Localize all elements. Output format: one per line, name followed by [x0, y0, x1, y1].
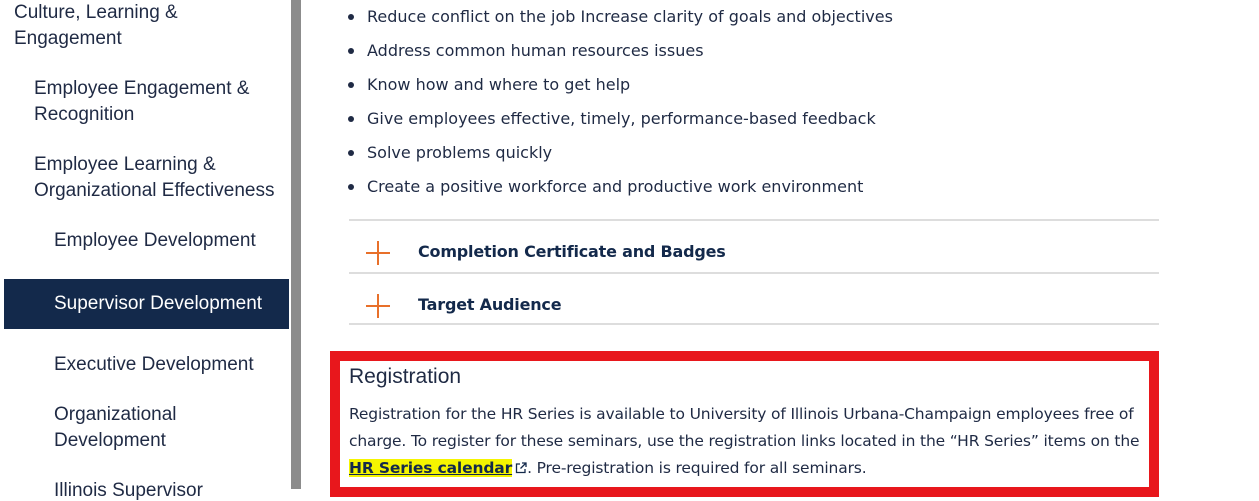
list-item: Solve problems quickly	[345, 136, 1165, 170]
list-item: Address common human resources issues	[345, 34, 1165, 68]
accordion: Completion Certificate and Badges Target…	[349, 219, 1159, 325]
highlight-box	[330, 351, 1159, 497]
sidebar-item-executive-development[interactable]: Executive Development	[54, 354, 254, 375]
registration-text-before: Registration for the HR Series is availa…	[349, 405, 1140, 450]
registration-text: Registration for the HR Series is availa…	[349, 401, 1149, 482]
accordion-completion-certificate[interactable]: Completion Certificate and Badges	[349, 219, 1159, 272]
list-item: Give employees effective, timely, perfor…	[345, 102, 1165, 136]
list-item: Create a positive workforce and producti…	[345, 170, 1165, 204]
list-item: Know how and where to get help	[345, 68, 1165, 102]
external-link-icon	[515, 462, 527, 474]
link-label: HR Series calendar	[349, 459, 513, 477]
plus-icon	[366, 294, 390, 318]
sidebar-item-illinois-supervisor[interactable]: Illinois Supervisor	[54, 480, 203, 501]
sidebar-item-employee-learning-organizational-effectiveness[interactable]: Employee Learning & Organizational Effec…	[34, 154, 275, 201]
sidebar-item-supervisor-development[interactable]: Supervisor Development	[4, 279, 289, 329]
sidebar-item-organizational-development[interactable]: Organizational Development	[54, 404, 177, 451]
sidebar-item-employee-development[interactable]: Employee Development	[54, 230, 256, 251]
benefits-list: Reduce conflict on the job Increase clar…	[345, 0, 1165, 204]
hr-series-calendar-link[interactable]: HR Series calendar	[349, 459, 512, 477]
sidebar-item-employee-engagement-recognition[interactable]: Employee Engagement & Recognition	[34, 78, 250, 125]
sidebar-item-culture-learning-engagement[interactable]: Culture, Learning & Engagement	[14, 2, 178, 49]
sidebar-scrollbar[interactable]	[291, 0, 301, 489]
accordion-target-audience[interactable]: Target Audience	[349, 272, 1159, 325]
plus-icon	[366, 241, 390, 265]
list-item: Reduce conflict on the job Increase clar…	[345, 0, 1165, 34]
sidebar-item-label: Supervisor Development	[54, 293, 263, 314]
sidebar-nav: Culture, Learning & Engagement Employee …	[0, 0, 290, 501]
accordion-label: Target Audience	[418, 295, 562, 314]
accordion-label: Completion Certificate and Badges	[418, 242, 726, 261]
registration-text-after: . Pre-registration is required for all s…	[527, 459, 867, 477]
registration-heading: Registration	[349, 365, 462, 388]
